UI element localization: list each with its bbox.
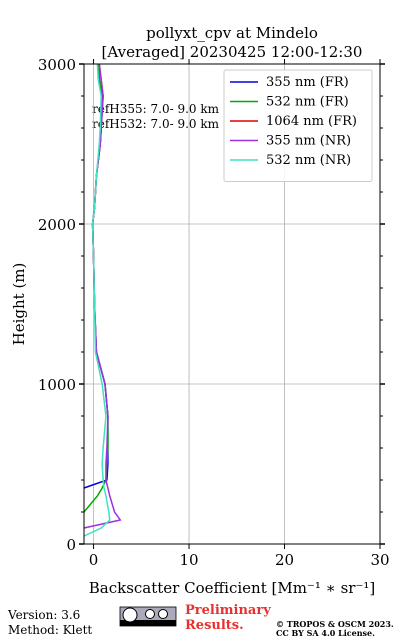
chart-title: pollyxt_cpv at Mindelo [146,24,318,42]
preliminary: Results. [185,618,244,633]
y-tick-label: 2000 [38,216,76,234]
profile-line [83,63,122,529]
cc-logo [119,606,177,627]
x-tick-label: 30 [370,551,389,569]
profile-line [83,63,111,537]
legend-label: 532 nm (NR) [266,153,351,168]
x-tick-label: 10 [179,551,198,569]
profile-line [83,63,109,513]
legend-label: 355 nm (FR) [266,75,349,90]
plot-frame [83,63,381,545]
annotation: refH355: 7.0- 9.0 km [92,102,220,116]
legend-label: 355 nm (NR) [266,134,351,149]
preliminary: Preliminary [185,603,271,618]
x-tick-label: 0 [89,551,99,569]
copyright: CC BY SA 4.0 License. [276,628,375,638]
y-axis-label: Height (m) [10,263,28,346]
chart-title: [Averaged] 20230425 12:00-12:30 [102,43,363,61]
y-tick-label: 3000 [38,56,76,74]
legend-label: 532 nm (FR) [266,95,349,110]
y-tick-label: 1000 [38,376,76,394]
legend-label: 1064 nm (FR) [266,114,357,129]
method: Method: Klett [8,623,92,637]
copyright: © TROPOS & OSCM 2023. [276,619,394,629]
x-axis-label: Backscatter Coefficient [Mm⁻¹ ∗ sr⁻¹] [89,579,376,597]
annotation: refH532: 7.0- 9.0 km [92,117,220,131]
version: Version: 3.6 [7,608,80,622]
x-tick-label: 20 [275,551,294,569]
legend-box [223,69,373,182]
legend: 355 nm (FR) 532 nm (FR) 1064 nm (FR) 355 nm… [223,69,373,182]
y-tick-label: 0 [66,536,76,554]
